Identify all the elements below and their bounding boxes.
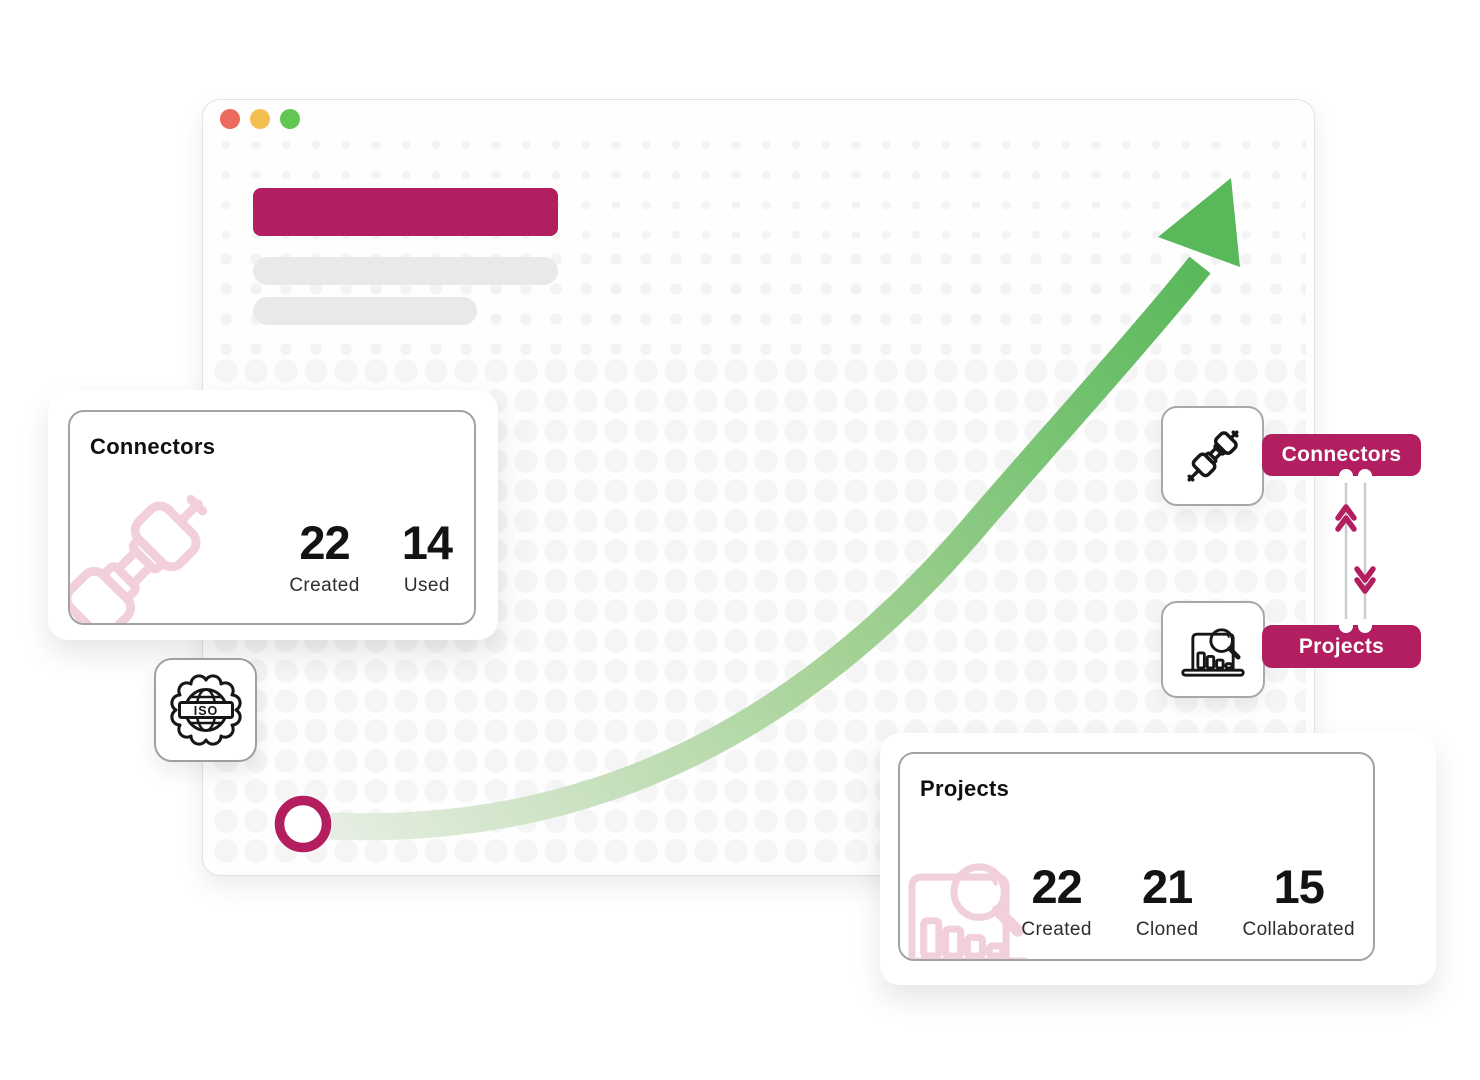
minimize-button[interactable] <box>250 109 270 129</box>
stat-value: 22 <box>1031 860 1082 913</box>
laptop-search-icon <box>1181 627 1245 677</box>
title-placeholder-bar <box>253 188 558 236</box>
iso-badge-label: ISO <box>193 704 218 718</box>
stat-label: Used <box>403 575 450 596</box>
stat-projects-collaborated: 15 Collaborated <box>1242 863 1355 941</box>
stat-value: 22 <box>299 516 350 569</box>
stat-value: 14 <box>401 516 453 569</box>
card-title: Projects <box>920 776 1010 801</box>
card-title: Connectors <box>90 434 216 459</box>
connectors-card: Connectors 22 Created 14 Used <box>68 410 476 625</box>
stat-value: 21 <box>1142 860 1193 913</box>
stat-label: Created <box>1021 919 1092 940</box>
stat-projects-created: 22 Created <box>1021 863 1091 941</box>
flow-label-text: Projects <box>1298 634 1385 658</box>
projects-flow-label[interactable]: Projects <box>1262 625 1421 668</box>
text-placeholder-bar <box>253 257 558 285</box>
projects-card: Projects 22 Created 21 Cloned 15 Collabo… <box>898 752 1375 961</box>
plug-icon <box>70 494 208 623</box>
chevron-up-icon <box>1335 515 1357 532</box>
connectors-stats: 22 Created 14 Used <box>289 516 453 597</box>
iso-certification-card: ISO <box>154 658 257 762</box>
chevron-up-icon <box>1335 504 1357 521</box>
projects-stats: 22 Created 21 Cloned 15 Collaborated <box>1021 863 1355 941</box>
projects-icon-tile[interactable] <box>1161 601 1265 698</box>
node-dot <box>1358 619 1372 633</box>
chevron-down-icon <box>1354 577 1376 594</box>
laptop-search-icon <box>900 863 1029 959</box>
flow-label-text: Connectors <box>1281 443 1402 466</box>
stat-connectors-used: 14 Used <box>401 516 453 597</box>
node-dot <box>1339 469 1353 483</box>
close-button[interactable] <box>220 109 240 129</box>
stat-connectors-created: 22 Created <box>289 519 359 597</box>
node-dot <box>1339 619 1353 633</box>
iso-badge-icon: ISO <box>169 674 242 746</box>
flow-connection-lines <box>1335 469 1376 633</box>
stat-label: Collaborated <box>1242 919 1355 940</box>
connectors-flow-label[interactable]: Connectors <box>1262 434 1421 476</box>
stat-label: Created <box>289 575 360 596</box>
chevron-down-icon <box>1354 566 1376 583</box>
window-controls <box>220 109 300 129</box>
stat-value: 15 <box>1273 860 1325 913</box>
text-placeholder-bar <box>253 297 477 325</box>
stat-label: Cloned <box>1135 919 1199 940</box>
zoom-button[interactable] <box>280 109 300 129</box>
plug-icon <box>1186 430 1239 482</box>
connectors-icon-tile[interactable] <box>1161 406 1264 506</box>
node-dot <box>1358 469 1372 483</box>
stat-projects-cloned: 21 Cloned <box>1136 863 1199 941</box>
